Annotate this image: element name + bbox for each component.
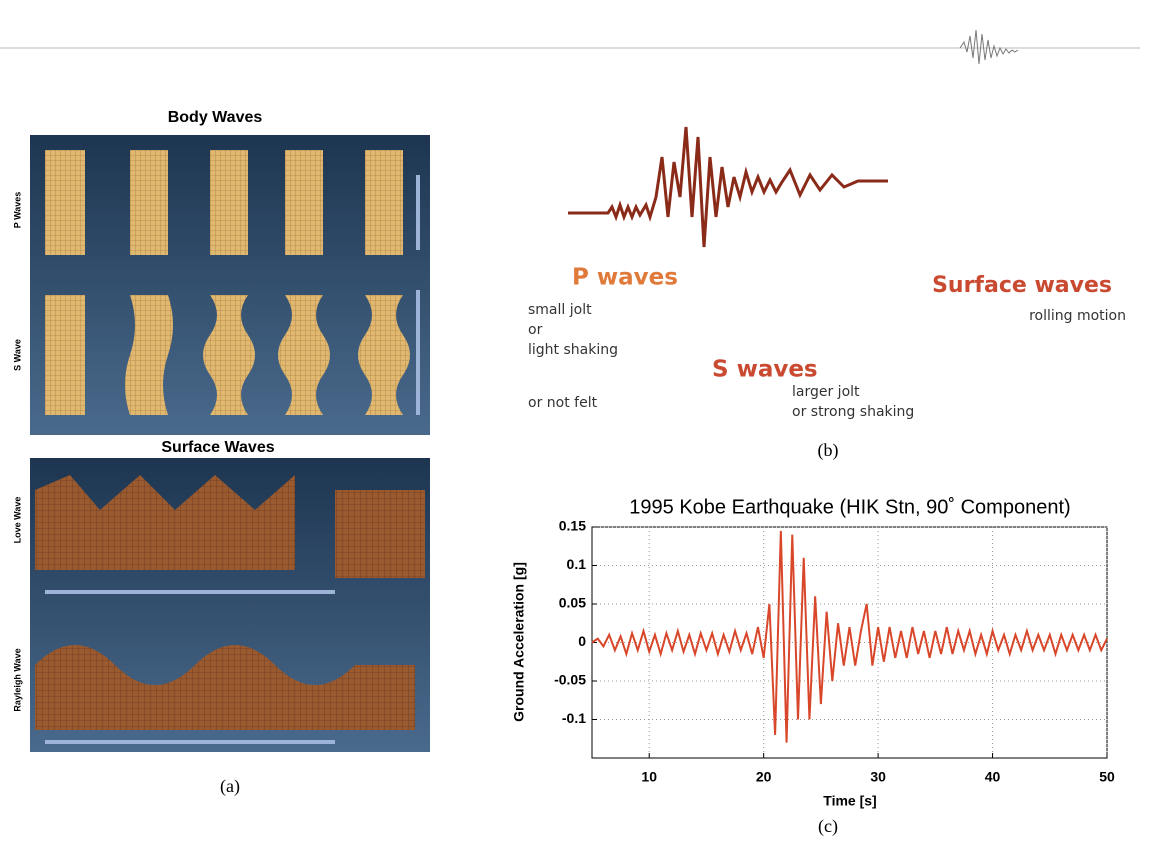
x-tick-label: 50: [1099, 769, 1115, 785]
p-desc: small jolt: [528, 302, 592, 318]
s-desc: or strong shaking: [792, 404, 914, 420]
chart: 1995 Kobe Earthquake (HIK Stn, 90˚ Compo…: [511, 496, 1115, 808]
figure: Body Waves P Waves S Wave Surface Waves …: [0, 0, 1154, 844]
love-label: Love Wave: [12, 497, 22, 544]
s-title: S waves: [712, 357, 818, 383]
y-axis-label: Ground Acceleration [g]: [511, 562, 527, 722]
y-tick-label: 0.1: [567, 556, 587, 572]
p-desc: or: [528, 322, 543, 338]
y-tick-label: -0.05: [554, 672, 586, 688]
p-desc: light shaking: [528, 342, 618, 358]
body-title: Body Waves: [168, 109, 263, 126]
surface-title: Surface Waves: [161, 439, 274, 456]
caption-c: (c): [818, 816, 838, 837]
x-tick-label: 30: [870, 769, 886, 785]
waveform-illustration: [568, 127, 888, 247]
body: {"panel_a": {"body_title": "Body Waves",…: [0, 0, 1154, 844]
surface-wave-title: Surface waves: [932, 273, 1112, 298]
chart-title: 1995 Kobe Earthquake (HIK Stn, 90˚ Compo…: [629, 496, 1070, 518]
x-tick-label: 40: [985, 769, 1001, 785]
header-icon: [960, 30, 1018, 64]
caption-a: (a): [220, 776, 240, 797]
rayleigh-label: Rayleigh Wave: [12, 648, 22, 711]
y-tick-label: -0.1: [562, 710, 586, 726]
x-axis-label: Time [s]: [823, 793, 876, 809]
page: body { margin: 0; width: 1154px; height:…: [0, 0, 1154, 844]
s-desc: larger jolt: [792, 384, 860, 400]
x-tick-label: 10: [641, 769, 657, 785]
x-tick-label: 20: [756, 769, 772, 785]
y-tick-label: 0.05: [559, 595, 586, 611]
p-desc: or not felt: [528, 395, 598, 411]
p-label: P Waves: [12, 192, 22, 229]
y-tick-label: 0: [578, 633, 586, 649]
surface-desc: rolling motion: [1029, 308, 1126, 324]
caption-b: (b): [818, 440, 839, 461]
p-title: P waves: [572, 265, 678, 291]
s-label: S Wave: [12, 339, 22, 371]
y-tick-label: 0.15: [559, 518, 586, 534]
